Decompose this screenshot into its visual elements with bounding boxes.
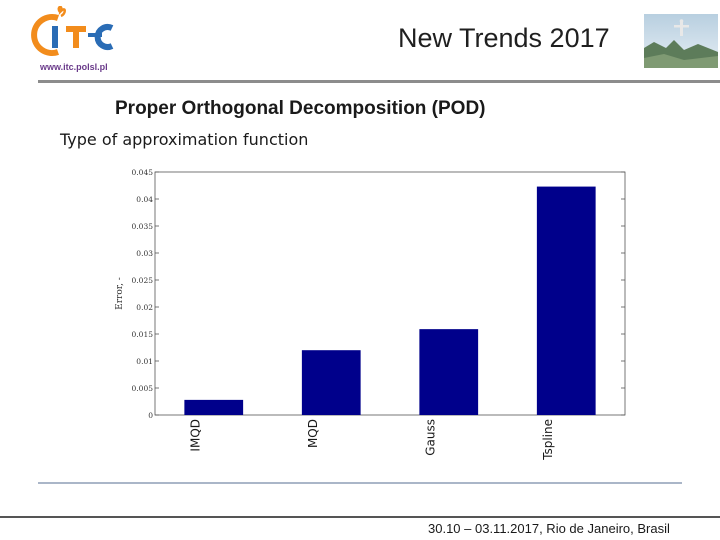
y-tick-label: 0.045 [132,168,154,177]
bottom-rule [38,482,682,484]
x-tick-label: Tspline [541,419,555,461]
slide-title: Proper Orthogonal Decomposition (POD) [115,98,486,119]
bar-imqd [184,399,244,415]
bar-gauss [419,329,479,415]
y-tick-label: 0 [148,411,153,420]
y-tick-label: 0.035 [132,222,154,231]
x-tick-label: Gauss [423,419,437,456]
bar-chart: 0 0.005 0.01 0.015 0.02 0.025 0.03 0.035 0.04 0.0… [115,168,626,461]
x-tick-label: MQD [306,419,320,448]
y-axis-label: Error, - [115,277,125,310]
y-tick-label: 0.02 [136,303,153,312]
slide-header: www.itc.polsl.pl New Trends 2017 [0,0,720,83]
logo-url: www.itc.polsl.pl [40,62,108,72]
rio-photo [644,14,718,68]
y-tick-label: 0.015 [132,330,154,339]
y-tick-label: 0.04 [136,195,153,204]
itc-logo [31,6,114,56]
event-title: New Trends 2017 [398,23,610,53]
y-tick-label: 0.03 [136,249,153,258]
y-tick-label: 0.005 [132,384,154,393]
bar-mqd [301,350,361,415]
footer-rule [0,516,720,518]
slide-subtitle: Type of approximation function [60,130,309,149]
header-rule [38,80,720,83]
footer-text: 30.10 – 03.11.2017, Rio de Janeiro, Bras… [428,521,670,536]
x-tick-label: IMQD [188,419,202,452]
y-tick-label: 0.025 [132,276,154,285]
y-tick-label: 0.01 [136,357,153,366]
bar-tspline [536,186,596,415]
